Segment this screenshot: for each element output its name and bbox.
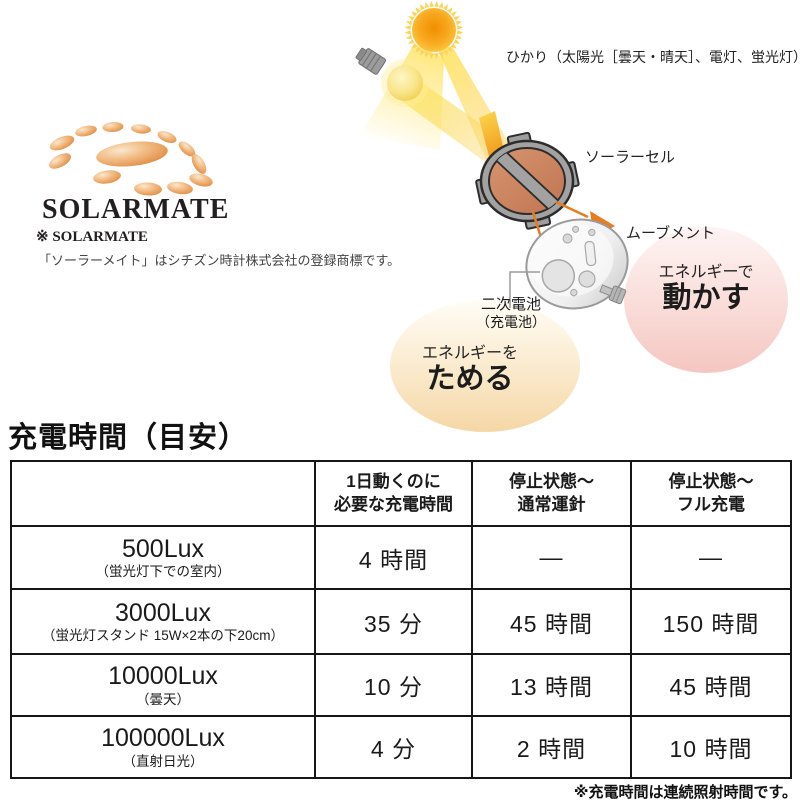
table-row: 10000Lux （曇天） 10 分 13 時間 45 時間 xyxy=(10,653,792,717)
lux-condition: （蛍光灯下での室内） xyxy=(95,564,231,580)
battery-label-line2: （充電池） xyxy=(476,313,546,330)
header-full-line2: フル充電 xyxy=(677,494,745,514)
stop-to-full-value: 45 時間 xyxy=(630,653,792,717)
stop-to-full-value: — xyxy=(630,525,792,590)
lux-condition: （蛍光灯スタンド 15W×2本の下20cm） xyxy=(42,628,284,644)
store-bubble-line2: ためる xyxy=(426,363,514,396)
stop-to-full-value: 10 時間 xyxy=(630,715,792,779)
store-bubble-line1: エネルギーを xyxy=(421,345,518,362)
header-daily-charge: 1日動くのに 必要な充電時間 xyxy=(314,460,473,527)
lux-cell: 500Lux （蛍光灯下での室内） xyxy=(10,525,316,590)
sun-icon xyxy=(404,0,464,60)
daily-charge-value: 4 時間 xyxy=(314,525,473,590)
movement-icon xyxy=(525,218,629,310)
solarmate-logo-mark xyxy=(49,121,213,196)
lux-value: 10000Lux xyxy=(108,662,218,691)
stop-to-normal-value: 2 時間 xyxy=(471,715,632,779)
lux-value: 100000Lux xyxy=(101,724,225,753)
battery-pointer-line xyxy=(509,271,540,308)
lux-condition: （直射日光） xyxy=(122,753,204,769)
battery-cell-shape xyxy=(541,259,576,293)
daily-charge-value: 4 分 xyxy=(314,715,473,779)
charging-time-title: 充電時間（目安） xyxy=(8,422,249,454)
drive-energy-bubble xyxy=(624,227,788,373)
solar-cell-icon xyxy=(475,131,580,230)
table-row: 3000Lux （蛍光灯スタンド 15W×2本の下20cm） 35 分 45 時… xyxy=(10,588,792,655)
lux-cell: 3000Lux （蛍光灯スタンド 15W×2本の下20cm） xyxy=(10,588,316,655)
light-source-label: ひかり（太陽光［曇天・晴天］、電灯、蛍光灯） xyxy=(506,49,800,65)
sun-body xyxy=(412,8,456,52)
table-header-row: 1日動くのに 必要な充電時間 停止状態～ 通常運針 停止状態～ フル充電 xyxy=(10,460,792,527)
daily-charge-value: 35 分 xyxy=(314,588,473,655)
header-empty xyxy=(10,460,316,527)
stop-to-normal-value: 13 時間 xyxy=(471,653,632,717)
drive-bubble-line2: 動かす xyxy=(662,282,750,315)
stop-to-normal-value: 45 時間 xyxy=(471,588,632,655)
energy-flow-illustration xyxy=(49,0,788,432)
brand-footnote-mark: ※ SOLARMATE xyxy=(36,229,148,245)
battery-label: 二次電池 （充電池） xyxy=(451,296,571,330)
charging-footnote: ※充電時間は連続照射時間です。 xyxy=(573,784,797,800)
battery-label-line1: 二次電池 xyxy=(480,296,541,313)
drive-bubble-line1: エネルギーで xyxy=(658,264,754,281)
charging-time-table: 1日動くのに 必要な充電時間 停止状態～ 通常運針 停止状態～ フル充電 500… xyxy=(10,460,792,779)
arrow-line-to-movement xyxy=(555,200,589,219)
header-stop-to-normal: 停止状態～ 通常運針 xyxy=(471,460,632,527)
header-normal-line1: 停止状態～ xyxy=(509,471,594,491)
bulb-glass xyxy=(387,65,423,101)
header-daily-line1: 1日動くのに xyxy=(346,471,441,491)
bulb-base xyxy=(355,47,387,75)
lux-cell: 10000Lux （曇天） xyxy=(10,653,316,717)
brand-logo-text: SOLARMATE xyxy=(42,194,230,225)
bulb-beam xyxy=(392,70,515,170)
header-full-line1: 停止状態～ xyxy=(668,471,754,491)
daily-charge-value: 10 分 xyxy=(314,653,473,717)
table-row: 500Lux （蛍光灯下での室内） 4 時間 — — xyxy=(10,525,792,590)
light-bulb-icon xyxy=(355,47,429,107)
crown-icon xyxy=(599,284,627,305)
stop-to-full-value: 150 時間 xyxy=(630,588,792,655)
lux-condition: （曇天） xyxy=(136,691,190,707)
store-bubble-text: エネルギーを ためる xyxy=(390,344,550,397)
movement-label: ムーブメント xyxy=(626,225,716,242)
stop-to-normal-value: — xyxy=(471,525,632,590)
lux-cell: 100000Lux （直射日光） xyxy=(10,715,316,779)
store-energy-bubble xyxy=(390,300,580,432)
header-daily-line2: 必要な充電時間 xyxy=(334,494,453,514)
lux-value: 500Lux xyxy=(121,534,205,563)
header-normal-line2: 通常運針 xyxy=(517,494,586,514)
drive-bubble-text: エネルギーで 動かす xyxy=(626,263,786,316)
brand-trademark-note: 「ソーラーメイト」はシチズン時計株式会社の登録商標です。 xyxy=(38,253,401,268)
lux-value: 3000Lux xyxy=(115,598,211,627)
solar-cell-label: ソーラーセル xyxy=(585,149,676,166)
header-stop-to-full: 停止状態～ フル充電 xyxy=(630,460,792,527)
table-row: 100000Lux （直射日光） 4 分 2 時間 10 時間 xyxy=(10,715,792,779)
